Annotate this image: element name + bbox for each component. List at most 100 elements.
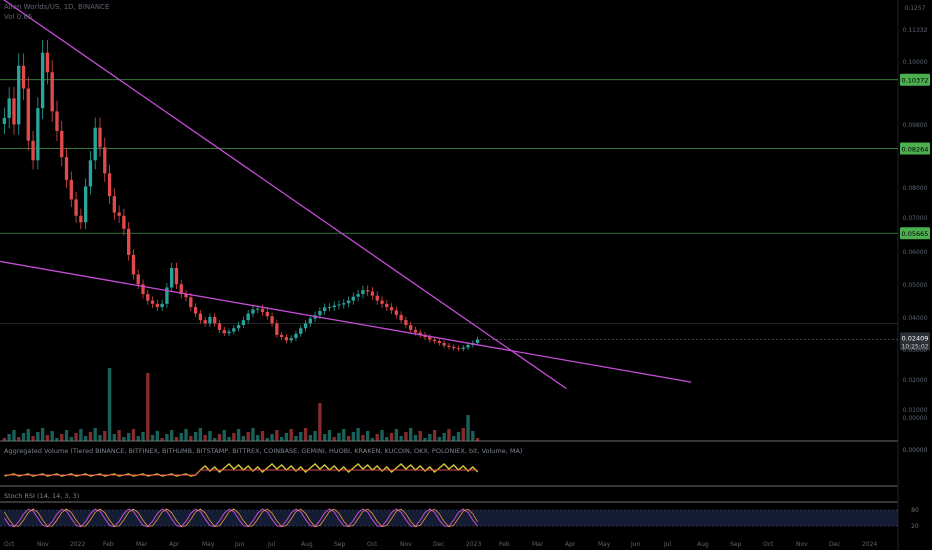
time-tick-17: Apr xyxy=(565,541,576,548)
candle-body-29 xyxy=(141,284,145,295)
volume-bar-41 xyxy=(198,428,203,441)
volume-bar-73 xyxy=(351,432,356,441)
candle-body-56 xyxy=(270,316,274,324)
candle-body-18 xyxy=(88,160,93,187)
volume-bar-22 xyxy=(107,368,112,441)
volume-bar-3 xyxy=(17,437,21,441)
time-tick-6: May xyxy=(202,541,215,548)
candle-body-74 xyxy=(356,294,360,297)
volume-bar-17 xyxy=(83,436,88,441)
candle-body-23 xyxy=(112,196,117,213)
volume-bar-77 xyxy=(370,438,375,441)
candle-body-42 xyxy=(203,320,207,324)
oscillator-band xyxy=(0,510,898,526)
level-tag-2 xyxy=(900,227,930,240)
candle-body-55 xyxy=(265,311,269,317)
price-tick-9: 0.03000 xyxy=(903,347,928,354)
level-label-0: 0.10372 xyxy=(902,77,929,85)
candle-body-13 xyxy=(64,157,69,180)
volume-bar-62 xyxy=(299,432,303,441)
volume-bar-97 xyxy=(466,415,470,441)
volume-bar-57 xyxy=(275,430,279,441)
time-tick-21: Aug xyxy=(697,541,709,548)
volume-bar-15 xyxy=(74,433,78,441)
time-tick-11: Oct xyxy=(367,541,378,548)
price-axis: 0.1257 0.11332 0.10000 0.09800 0.08000 0.0700… xyxy=(903,5,928,422)
candle-body-0 xyxy=(2,117,7,124)
current-price-tag xyxy=(900,332,930,351)
volume-bar-11 xyxy=(55,438,59,441)
candle-body-89 xyxy=(428,337,432,340)
candle-body-67 xyxy=(322,307,327,312)
volume-bar-26 xyxy=(126,433,131,441)
candle-body-10 xyxy=(50,72,54,112)
candle-body-9 xyxy=(45,52,50,73)
candle-body-31 xyxy=(150,300,155,304)
candle-body-2 xyxy=(12,98,16,125)
candle-body-4 xyxy=(21,65,26,89)
candle-body-59 xyxy=(284,337,289,341)
time-tick-22: Sep xyxy=(730,541,742,548)
candle-body-6 xyxy=(31,140,35,161)
candle-body-70 xyxy=(337,304,341,306)
candle-body-48 xyxy=(232,328,236,332)
volume-bar-68 xyxy=(327,430,332,441)
volume-bar-67 xyxy=(322,434,327,441)
volume-bar-74 xyxy=(356,428,360,441)
candle-body-37 xyxy=(179,284,183,295)
price-tick-2: 0.10000 xyxy=(903,59,928,66)
chart-subtitle: Vol 0.65 xyxy=(4,13,33,21)
volume-bar-83 xyxy=(399,436,403,441)
volume-bar-14 xyxy=(69,437,73,441)
volume-bar-50 xyxy=(241,436,246,441)
volume-bar-0 xyxy=(2,438,7,441)
candle-body-91 xyxy=(437,341,442,343)
volume-bar-19 xyxy=(93,428,97,441)
lower-panels: 0.00000 80 20 xyxy=(0,447,928,530)
time-tick-19: Jun xyxy=(630,541,641,548)
volume-bar-23 xyxy=(112,434,117,441)
candle-body-61 xyxy=(294,333,298,339)
volume-bar-51 xyxy=(246,432,250,441)
candle-body-35 xyxy=(170,267,174,288)
candle-body-53 xyxy=(256,308,260,310)
volume-bar-76 xyxy=(365,431,370,441)
volume-bar-24 xyxy=(117,430,121,441)
candle-body-97 xyxy=(466,344,470,348)
volume-bar-16 xyxy=(79,429,83,441)
trendline-0 xyxy=(2,0,567,390)
volume-panel-label: Aggregated Volume (Tiered BINANCE, BITFI… xyxy=(4,447,523,455)
candle-body-40 xyxy=(193,307,198,314)
volume-bar-71 xyxy=(342,429,346,441)
level-label-2: 0.05665 xyxy=(902,230,929,238)
volume-bar-44 xyxy=(213,438,217,441)
volume-bar-90 xyxy=(432,430,437,441)
volume-bar-33 xyxy=(160,438,164,441)
time-tick-16: Mar xyxy=(532,541,544,548)
volume-bar-31 xyxy=(150,435,155,441)
time-tick-25: Dec xyxy=(829,541,841,548)
candle-body-43 xyxy=(208,316,212,324)
volume-bar-30 xyxy=(146,373,150,441)
candle-body-79 xyxy=(380,300,384,304)
candle-body-24 xyxy=(117,212,121,216)
volume-bar-1 xyxy=(7,434,11,441)
volume-bar-5 xyxy=(26,429,30,441)
volume-bar-82 xyxy=(394,429,399,441)
candle-body-71 xyxy=(342,303,346,305)
candle-body-7 xyxy=(36,108,40,161)
volume-bar-37 xyxy=(179,433,183,441)
candle-body-85 xyxy=(409,325,413,330)
time-tick-20: Jul xyxy=(663,541,672,548)
time-tick-18: May xyxy=(598,541,611,548)
volume-bar-85 xyxy=(409,428,413,441)
candle-body-11 xyxy=(55,111,59,131)
candle-body-34 xyxy=(165,287,169,304)
candle-body-72 xyxy=(346,300,351,304)
volume-bar-61 xyxy=(294,436,298,441)
volume-bar-99 xyxy=(475,438,480,441)
volume-bar-81 xyxy=(389,433,394,441)
volume-bar-60 xyxy=(289,429,293,441)
price-tick-4: 0.08000 xyxy=(903,185,928,192)
